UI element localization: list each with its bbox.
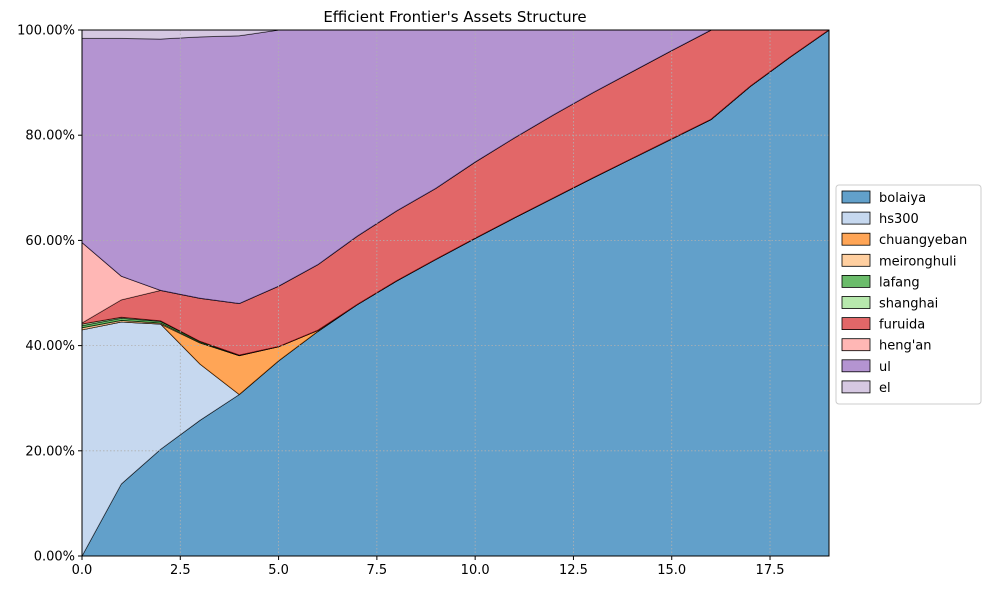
area-bolaiya xyxy=(82,30,829,556)
plot-frame xyxy=(81,29,830,557)
legend: bolaiya hs300 chuangyeban meironghuli lafang… xyxy=(835,184,982,405)
legend-swatch-heng-an xyxy=(841,338,871,352)
y-tick-label: 80.00% xyxy=(25,129,75,144)
legend-label-shanghai: shanghai xyxy=(879,297,938,312)
legend-label-lafang: lafang xyxy=(879,275,920,290)
legend-label-furuida: furuida xyxy=(879,318,925,333)
legend-label-ul: ul xyxy=(879,360,891,375)
legend-swatch-hs300 xyxy=(841,211,871,225)
legend-swatch-shanghai xyxy=(841,296,871,309)
x-tick-label: 15.0 xyxy=(657,563,686,578)
y-tick-label: 60.00% xyxy=(25,234,75,249)
x-tick-label: 5.0 xyxy=(268,563,289,578)
axes-layer: 0.0 2.5 5.0 7.5 10.0 12.5 15.0 17.5 0.00% 20.00% 4… xyxy=(17,24,830,578)
legend-swatch-chuangyeban xyxy=(841,232,871,246)
legend-box xyxy=(835,184,982,405)
y-tick-label: 0.00% xyxy=(34,550,75,565)
area-el xyxy=(82,30,829,39)
y-tick-label: 40.00% xyxy=(25,339,75,354)
legend-swatch-furuida xyxy=(841,317,871,331)
legend-label-hs300: hs300 xyxy=(879,212,919,227)
legend-label-el: el xyxy=(879,381,891,396)
x-tick-label: 2.5 xyxy=(170,563,191,578)
legend-swatch-meironghuli xyxy=(841,253,871,267)
x-tick-label: 7.5 xyxy=(367,563,388,578)
x-tick-label: 12.5 xyxy=(559,563,588,578)
legend-label-chuangyeban: chuangyeban xyxy=(879,233,967,248)
y-tick-label: 20.00% xyxy=(25,444,75,459)
legend-label-meironghuli: meironghuli xyxy=(879,254,956,269)
y-tick-label: 100.00% xyxy=(17,24,75,39)
legend-label-bolaiya: bolaiya xyxy=(879,191,926,206)
legend-swatch-bolaiya xyxy=(841,190,871,204)
legend-swatch-lafang xyxy=(841,274,871,288)
areas-layer xyxy=(81,29,830,557)
x-tick-label: 10.0 xyxy=(461,563,490,578)
x-tick-label: 0.0 xyxy=(72,563,93,578)
legend-swatch-el xyxy=(841,380,871,394)
area-ul xyxy=(82,30,829,304)
chart-title: Efficient Frontier's Assets Structure xyxy=(323,8,586,26)
legend-swatch-ul xyxy=(841,359,871,373)
x-tick-label: 17.5 xyxy=(756,563,785,578)
legend-label-heng-an: heng'an xyxy=(879,339,932,354)
area-furuida xyxy=(82,30,829,356)
